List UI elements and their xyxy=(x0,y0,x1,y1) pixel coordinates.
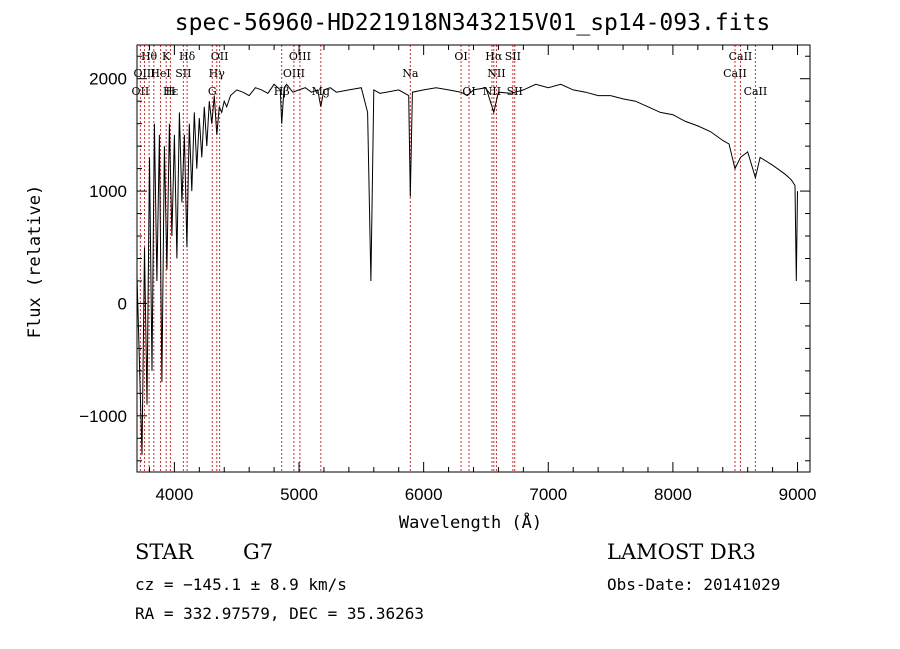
spectral-line-label: OIII xyxy=(283,67,305,80)
x-tick-label: 6000 xyxy=(405,485,443,504)
spectral-line-label: OI xyxy=(462,85,475,98)
chart-title: spec-56960-HD221918N343215V01_sp14-093.f… xyxy=(174,10,771,36)
spectral-line-label: CaII xyxy=(744,85,768,98)
observation-date: Obs-Date: 20141029 xyxy=(607,575,781,594)
spectral-line-label: OIII xyxy=(133,67,155,80)
spectral-line-label: Hδ xyxy=(179,50,196,63)
spectral-line-label: CaII xyxy=(723,67,747,80)
spectral-line-label: NII xyxy=(487,67,505,80)
spectral-line-label: OIII xyxy=(289,50,311,63)
y-tick-label: 1000 xyxy=(89,182,127,201)
axis-ticks: 4000 5000 6000 7000 8000 9000 −1000 0 1000 2000 xyxy=(79,45,816,504)
emission-line-markers xyxy=(139,45,756,472)
object-class: STAR xyxy=(135,540,194,564)
spectral-line-label: Na xyxy=(402,67,419,80)
spectral-line-label: K xyxy=(162,50,171,63)
spectral-line-label: Hθ xyxy=(141,50,158,63)
spectral-line-label: Hγ xyxy=(209,67,226,80)
x-tick-label: 9000 xyxy=(779,485,817,504)
y-tick-label: 2000 xyxy=(89,70,127,89)
y-tick-label: −1000 xyxy=(79,407,127,426)
spectral-line-label: SII xyxy=(175,67,191,80)
spectral-line-label: H xyxy=(166,85,176,98)
x-axis-label: Wavelength (Å) xyxy=(399,511,542,533)
x-tick-label: 5000 xyxy=(280,485,318,504)
subclass: G7 xyxy=(243,540,274,564)
spectral-line-label: NII xyxy=(483,85,501,98)
spectral-line-label: HeI xyxy=(150,67,170,80)
x-tick-label: 7000 xyxy=(529,485,567,504)
x-tick-label: 4000 xyxy=(155,485,193,504)
spectral-line-label: Mg xyxy=(312,85,330,98)
redshift-velocity: cz = −145.1 ± 8.9 km/s xyxy=(135,575,347,594)
y-axis-label: Flux (relative) xyxy=(25,185,45,339)
coordinates: RA = 332.97579, DEC = 35.36263 xyxy=(135,604,424,623)
spectral-line-label: SII xyxy=(505,50,521,63)
spectral-line-label: Hε xyxy=(163,85,179,98)
spectral-line-label: CaII xyxy=(729,50,753,63)
spectral-line-label: OI xyxy=(454,50,467,63)
spectral-line-label: Hβ xyxy=(274,85,290,98)
spectral-line-label: SII xyxy=(507,85,523,98)
spectral-line-label: OII xyxy=(132,85,150,98)
spectrum-line xyxy=(136,83,798,456)
spectral-line-label: G xyxy=(208,85,217,98)
spectral-line-label: OII xyxy=(211,50,229,63)
survey-name: LAMOST DR3 xyxy=(607,540,756,564)
plot-frame xyxy=(136,44,811,473)
spectral-line-label: Hα xyxy=(485,50,503,63)
y-tick-label: 0 xyxy=(118,294,127,313)
x-tick-label: 8000 xyxy=(654,485,692,504)
